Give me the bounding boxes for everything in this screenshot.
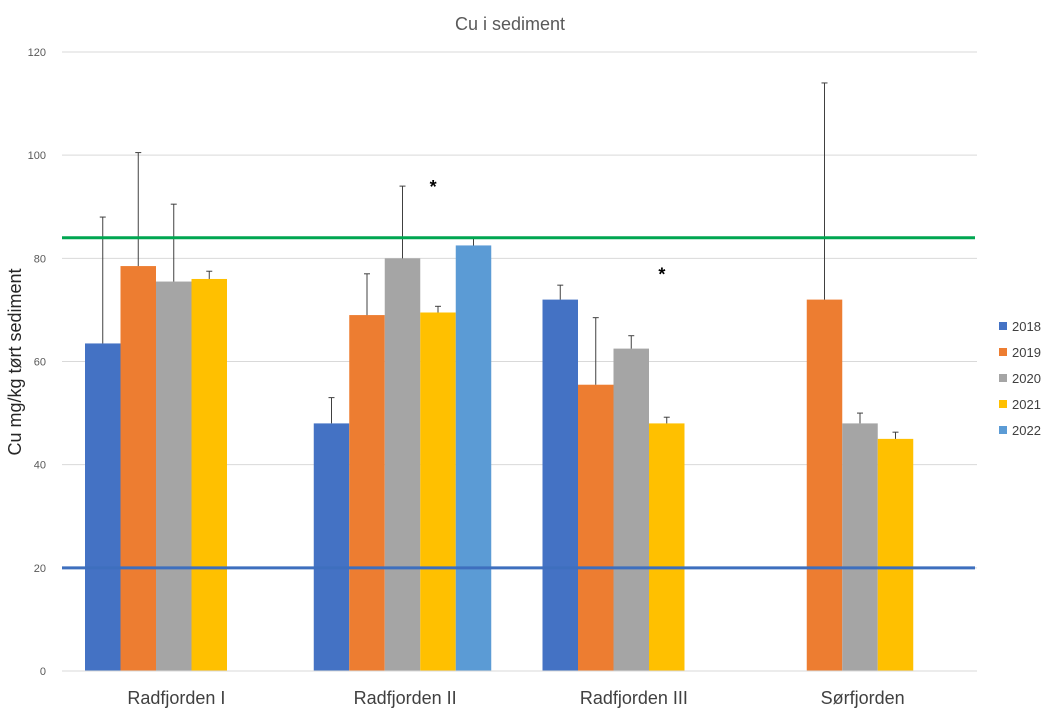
legend-swatch	[999, 374, 1007, 382]
bar	[384, 258, 421, 671]
bar	[806, 299, 843, 671]
legend: 2018 2019 2020 2021 2022	[999, 319, 1041, 438]
annotation: *	[658, 265, 665, 285]
legend-swatch	[999, 322, 1007, 330]
y-tick-label: 0	[40, 666, 46, 678]
x-tick-label: Radfjorden II	[354, 688, 457, 708]
legend-label: 2022	[1012, 423, 1041, 438]
y-tick-label: 20	[34, 563, 46, 575]
bar	[578, 384, 614, 671]
bar	[420, 312, 456, 671]
bar	[613, 348, 649, 671]
annotations: **	[430, 177, 666, 285]
bar	[313, 423, 350, 671]
chart-title: Cu i sediment	[455, 14, 565, 34]
y-tick-label: 120	[28, 47, 46, 59]
y-tick-label: 60	[34, 357, 46, 369]
x-axis: Radfjorden I Radfjorden II Radfjorden III S…	[62, 670, 977, 708]
annotation: *	[430, 177, 437, 197]
reference-lines	[62, 236, 975, 570]
bar	[85, 343, 121, 671]
bar	[156, 281, 192, 671]
y-tick-label: 40	[34, 460, 46, 472]
y-axis-label: Cu mg/kg tørt sediment	[5, 268, 25, 455]
x-tick-label: Radfjorden III	[580, 688, 688, 708]
y-tick-label: 100	[28, 150, 46, 162]
x-tick-label: Sørfjorden	[821, 688, 905, 708]
legend-label: 2021	[1012, 397, 1041, 412]
bar	[349, 315, 385, 671]
bar	[455, 245, 492, 671]
bar	[120, 266, 156, 671]
bar	[842, 423, 878, 671]
legend-label: 2020	[1012, 371, 1041, 386]
legend-swatch	[999, 348, 1007, 356]
bar	[191, 278, 227, 671]
legend-label: 2019	[1012, 345, 1041, 360]
legend-swatch	[999, 426, 1007, 434]
bar	[649, 423, 685, 671]
bar	[877, 438, 914, 671]
legend-label: 2018	[1012, 319, 1041, 334]
bar	[542, 299, 578, 671]
y-tick-label: 80	[34, 253, 46, 265]
bars	[85, 245, 914, 671]
legend-swatch	[999, 400, 1007, 408]
x-tick-label: Radfjorden I	[127, 688, 225, 708]
